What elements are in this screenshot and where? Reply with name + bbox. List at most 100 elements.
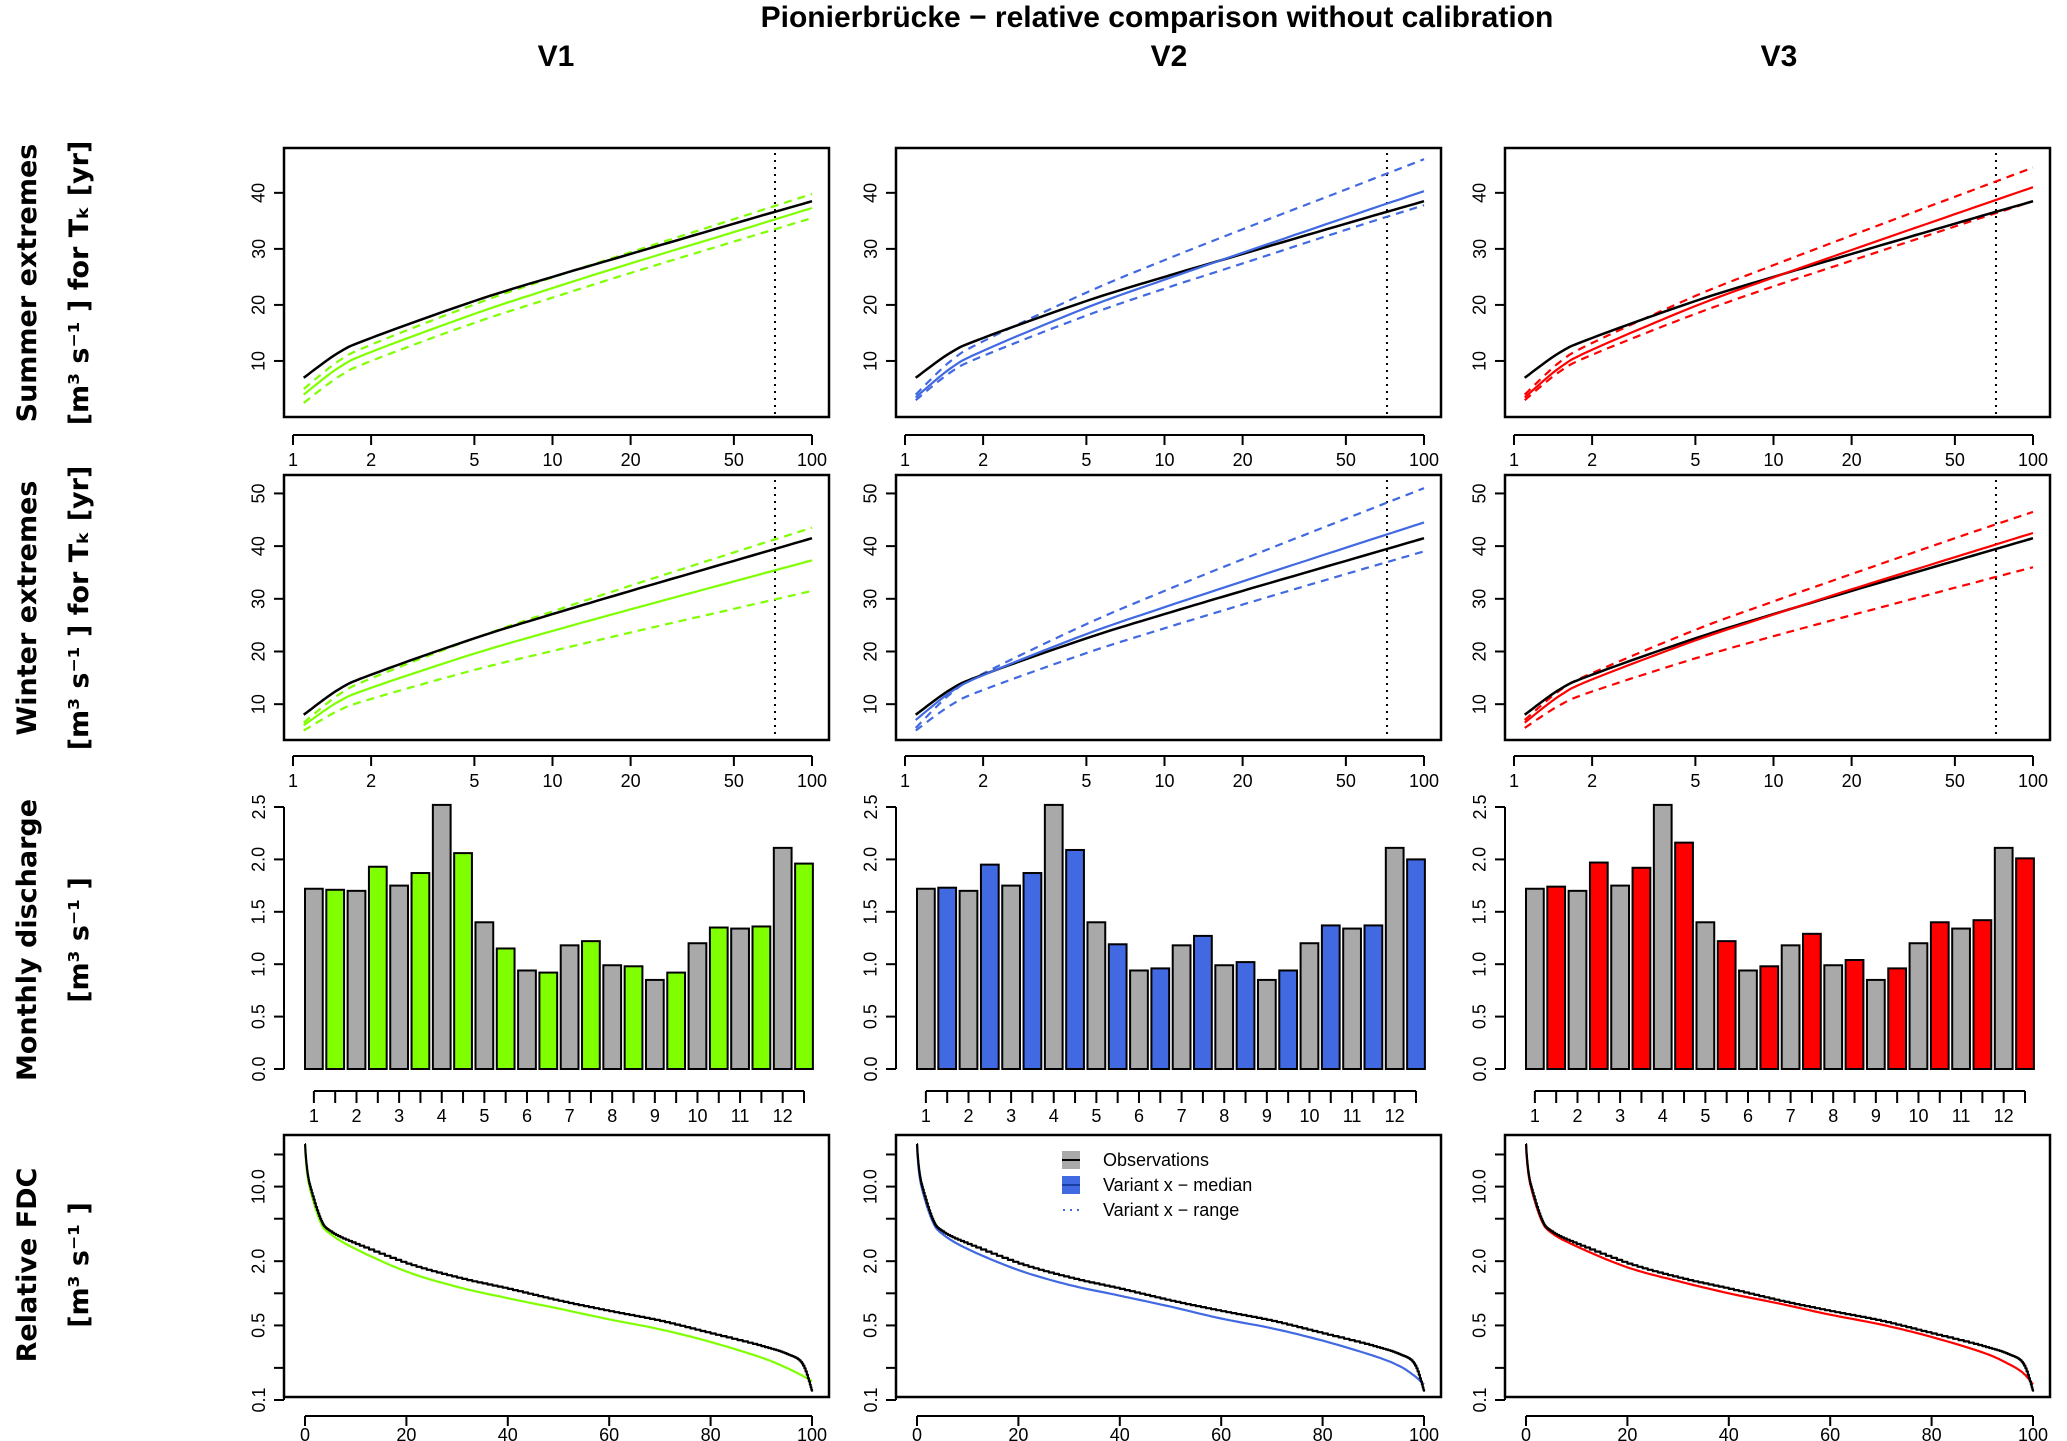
month-label: 5 <box>1700 1106 1710 1126</box>
x-tick-label: 2 <box>366 450 376 470</box>
x-tick-label: 40 <box>498 1425 518 1441</box>
bar-V1-month-11 <box>751 925 772 1070</box>
x-tick-label: 60 <box>1211 1425 1231 1441</box>
y-tick-label: 0.0 <box>861 1056 881 1081</box>
bar-V1-month-10 <box>708 926 729 1071</box>
row-label-line2: [m³ s⁻¹ ] <box>64 1202 95 1328</box>
y-tick-label: 10.0 <box>861 1169 881 1204</box>
row-label-winter: Winter extremes [m³ s⁻¹ ] for Tₖ [yr] <box>12 466 95 751</box>
x-tick-label: 0 <box>300 1425 310 1441</box>
bar-V1-month-12 <box>794 862 814 1070</box>
month-label: 10 <box>1299 1106 1319 1126</box>
bar-V3-month-12 <box>2015 857 2035 1070</box>
x-tick-label: 100 <box>797 771 827 791</box>
winter-V2-upper-line <box>914 487 1425 729</box>
x-tick-label: 80 <box>701 1425 721 1441</box>
summer-V2-lower-line <box>915 204 1425 402</box>
winter-panel-V3 <box>1503 473 2052 742</box>
month-label: 10 <box>687 1106 707 1126</box>
month-label: 8 <box>1219 1106 1229 1126</box>
x-tick-label: 20 <box>1842 771 1862 791</box>
x-tick-label: 1 <box>288 450 298 470</box>
y-tick-label: 10 <box>1470 351 1490 371</box>
x-tick-label: 0 <box>1521 1425 1531 1441</box>
x-tick-label: 1 <box>900 450 910 470</box>
bar-observations-month-9 <box>644 978 665 1070</box>
month-label: 4 <box>1049 1106 1059 1126</box>
y-tick-label: 1.0 <box>861 952 881 977</box>
y-tick-label: 40 <box>249 536 269 556</box>
y-tick-label: 10 <box>249 351 269 371</box>
month-label: 8 <box>607 1106 617 1126</box>
month-label: 7 <box>565 1106 575 1126</box>
y-tick-label: 2.5 <box>249 794 269 819</box>
summer-panel-V1 <box>282 146 831 419</box>
y-tick-label: 10.0 <box>1470 1169 1490 1204</box>
y-tick-label: 0.5 <box>861 1313 881 1338</box>
month-label: 12 <box>773 1106 793 1126</box>
legend-label-observations: Observations <box>1103 1150 1209 1170</box>
bar-observations-month-5 <box>1086 921 1107 1071</box>
legend-label-range: Variant x − range <box>1103 1200 1239 1220</box>
y-tick-label: 2.0 <box>1470 1249 1490 1274</box>
fdc-observations-line <box>304 1143 814 1392</box>
x-tick-label: 50 <box>1945 450 1965 470</box>
bar-V2-month-9 <box>1278 969 1299 1070</box>
y-tick-label: 0.5 <box>249 1313 269 1338</box>
y-tick-label: 0.0 <box>1470 1056 1490 1081</box>
bar-observations-month-10 <box>1908 942 1929 1070</box>
fdc-observations-line <box>916 1143 1426 1392</box>
bar-V2-month-8 <box>1235 961 1256 1070</box>
y-tick-label: 0.5 <box>1470 1004 1490 1029</box>
x-tick-label: 5 <box>1690 450 1700 470</box>
bar-V3-month-9 <box>1887 967 1908 1071</box>
month-label: 5 <box>1091 1106 1101 1126</box>
bar-observations-month-8 <box>1214 964 1235 1070</box>
x-tick-label: 10 <box>542 450 562 470</box>
x-tick-label: 60 <box>599 1425 619 1441</box>
summer-panel-V2 <box>894 146 1443 419</box>
winter-V2-lower-line <box>915 550 1425 732</box>
bar-observations-month-10 <box>1299 942 1320 1070</box>
bar-V3-month-11 <box>1972 919 1993 1071</box>
bar-V1-month-5 <box>495 947 516 1070</box>
x-tick-label: 50 <box>724 771 744 791</box>
bar-observations-month-1 <box>1525 887 1545 1071</box>
month-label: 1 <box>921 1106 931 1126</box>
winter-V2-median-line <box>915 521 1425 721</box>
x-tick-label: 50 <box>1336 771 1356 791</box>
x-tick-label: 20 <box>396 1425 416 1441</box>
y-tick-label: 50 <box>861 483 881 503</box>
x-tick-label: 10 <box>1154 450 1174 470</box>
month-label: 9 <box>1262 1106 1272 1126</box>
month-label: 3 <box>394 1106 404 1126</box>
bar-V3-month-1 <box>1546 885 1567 1071</box>
x-tick-label: 10 <box>542 771 562 791</box>
bar-observations-month-9 <box>1256 978 1277 1070</box>
y-tick-label: 1.5 <box>861 899 881 924</box>
y-tick-label: 10.0 <box>249 1169 269 1204</box>
x-tick-label: 80 <box>1313 1425 1333 1441</box>
y-tick-label: 2.0 <box>249 1249 269 1274</box>
month-label: 7 <box>1786 1106 1796 1126</box>
y-tick-label: 2.5 <box>861 794 881 819</box>
month-label: 2 <box>1572 1106 1582 1126</box>
bar-observations-month-2 <box>346 889 367 1071</box>
summer-V3-lower-line <box>1523 200 2034 402</box>
x-tick-label: 20 <box>1233 771 1253 791</box>
bar-V2-month-6 <box>1150 967 1171 1071</box>
bar-V3-month-6 <box>1759 965 1780 1071</box>
fdc-V1-median-line <box>303 1144 813 1383</box>
bar-observations-month-10 <box>687 942 708 1070</box>
month-label: 12 <box>1385 1106 1405 1126</box>
bar-V1-month-2 <box>367 865 388 1071</box>
x-tick-label: 100 <box>797 450 827 470</box>
winter-panel-V1 <box>282 473 831 742</box>
winter-V1-median-line <box>303 559 813 727</box>
y-tick-label: 0.5 <box>249 1004 269 1029</box>
legend: Observations Variant x − median Variant … <box>1062 1150 1252 1220</box>
y-tick-label: 50 <box>249 483 269 503</box>
bar-observations-month-5 <box>474 921 495 1071</box>
x-tick-label: 40 <box>1110 1425 1130 1441</box>
bar-observations-month-6 <box>517 969 537 1070</box>
